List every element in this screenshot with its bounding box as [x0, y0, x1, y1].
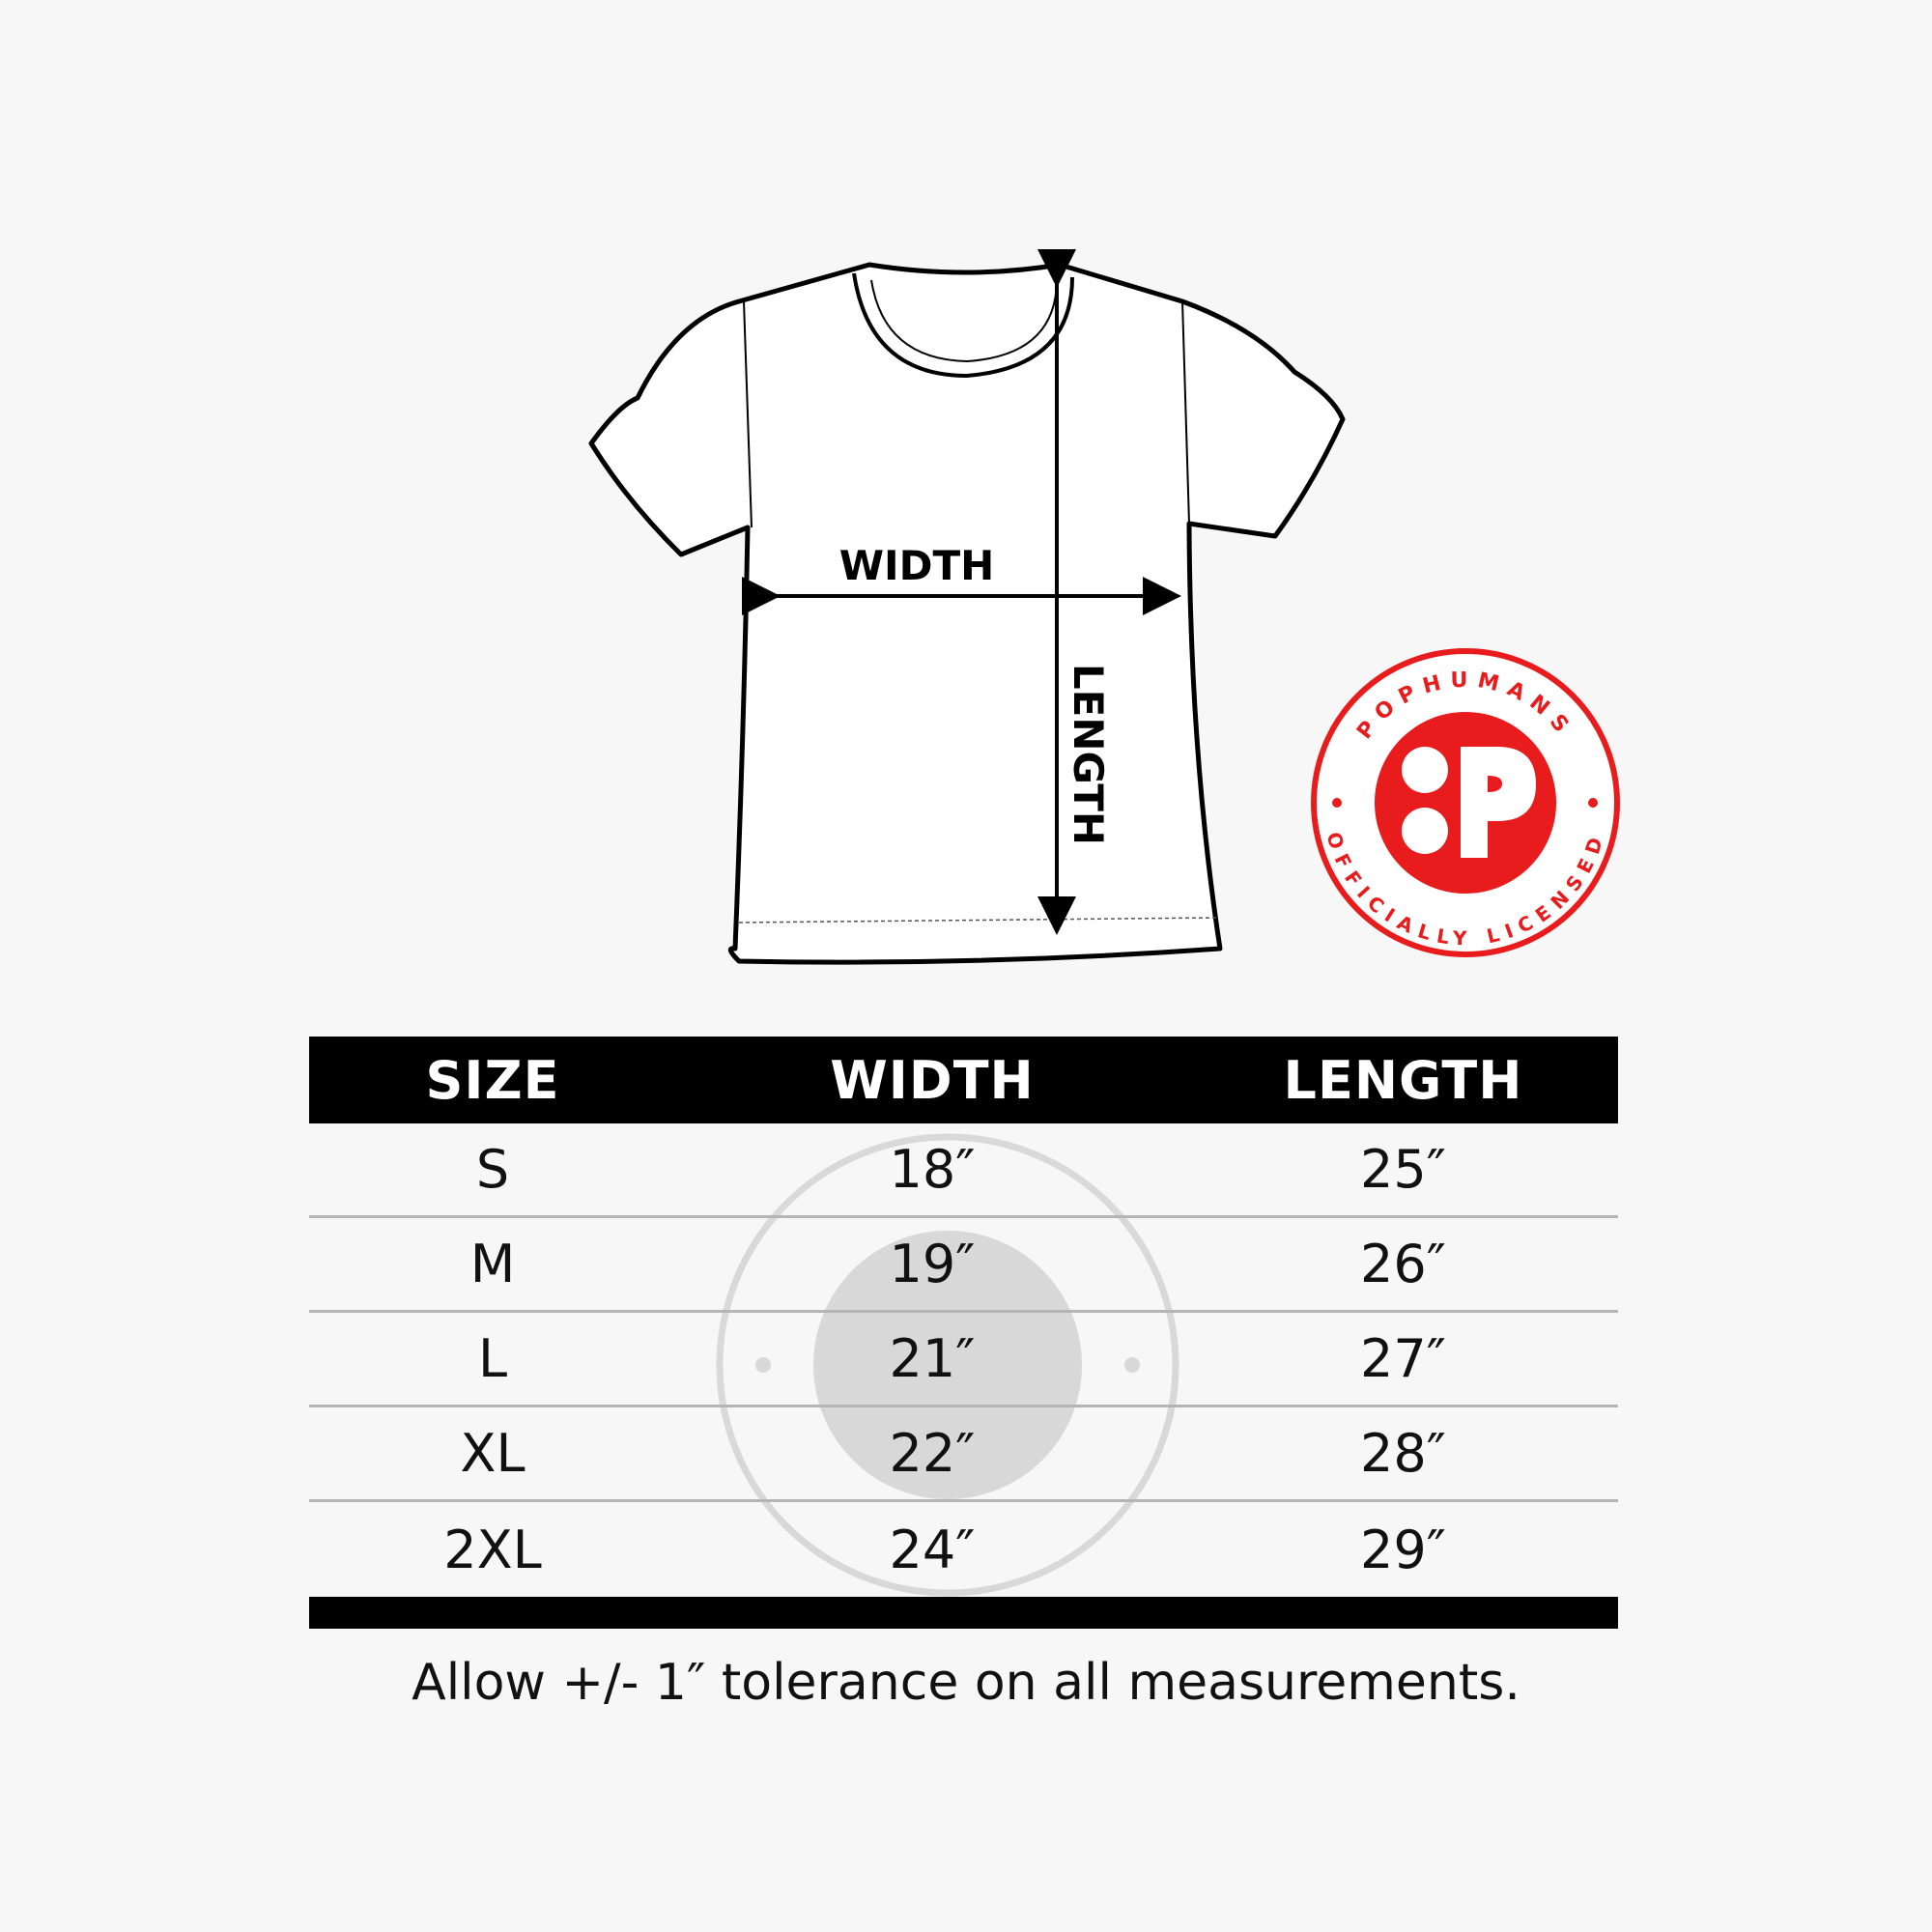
width-label: WIDTH	[839, 542, 995, 589]
length-label: LENGTH	[1065, 664, 1112, 845]
width-cell: 19″	[889, 1234, 976, 1294]
length-cell: 27″	[1360, 1328, 1446, 1389]
length-cell: 25″	[1360, 1139, 1446, 1200]
width-cell: 24″	[889, 1519, 976, 1580]
header-width: WIDTH	[830, 1049, 1035, 1111]
table-row: XL 22″ 28″	[309, 1407, 1618, 1502]
header-length: LENGTH	[1283, 1049, 1523, 1111]
size-cell: M	[469, 1234, 516, 1294]
watermark-logo	[716, 1133, 1179, 1597]
length-cell: 29″	[1360, 1519, 1446, 1580]
size-cell: 2XL	[443, 1519, 542, 1580]
width-cell: 21″	[889, 1328, 976, 1389]
table-row: 2XL 24″ 29″	[309, 1502, 1618, 1597]
width-cell: 22″	[889, 1423, 976, 1484]
table-row: M 19″ 26″	[309, 1218, 1618, 1313]
size-chart-table: SIZE WIDTH LENGTH S 18″ 25″ M 19″ 26″ L 21″ 27…	[309, 1037, 1618, 1629]
size-cell: S	[475, 1139, 510, 1200]
length-cell: 26″	[1360, 1234, 1446, 1294]
tolerance-note: Allow +/- 1″ tolerance on all measuremen…	[412, 1654, 1520, 1712]
table-row: S 18″ 25″	[309, 1123, 1618, 1218]
length-cell: 28″	[1360, 1423, 1446, 1484]
officially-licensed-badge: POPHUMANS OFFICIALLY LICENSED	[1311, 648, 1620, 957]
table-header: SIZE WIDTH LENGTH	[309, 1037, 1618, 1123]
table-row: L 21″ 27″	[309, 1313, 1618, 1407]
header-size: SIZE	[425, 1049, 560, 1111]
size-cell: XL	[460, 1423, 526, 1484]
width-cell: 18″	[889, 1139, 976, 1200]
table-bottom-bar	[309, 1597, 1618, 1629]
size-cell: L	[477, 1328, 508, 1389]
tshirt-outline	[588, 262, 1346, 965]
